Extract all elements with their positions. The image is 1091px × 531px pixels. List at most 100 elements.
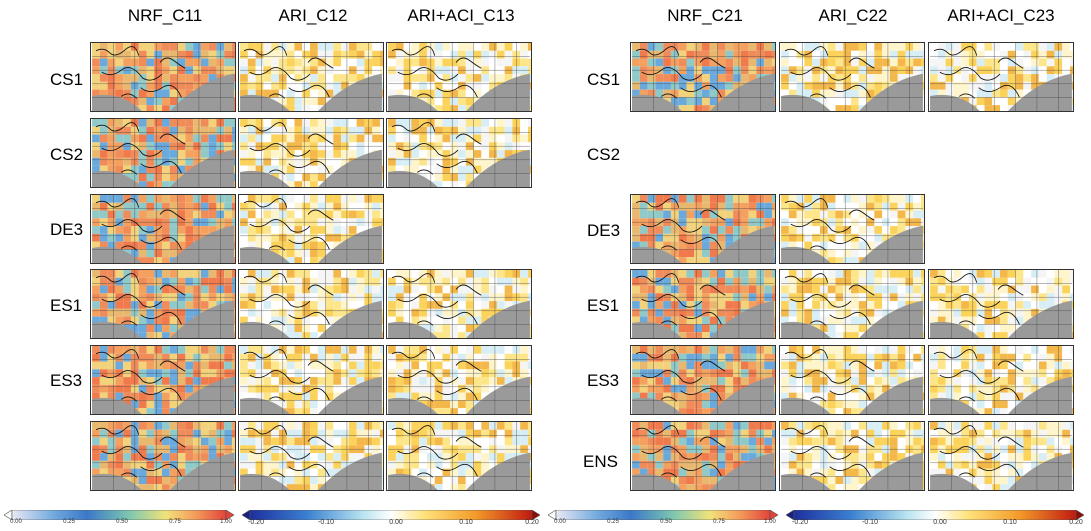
tick-label: 0.25 xyxy=(607,519,619,525)
map-panel-left-1 xyxy=(238,42,384,112)
tick-label: -0.20 xyxy=(248,519,264,526)
tick-label: 0.00 xyxy=(933,519,947,526)
map-image xyxy=(388,422,531,490)
map-panel-left-15 xyxy=(238,421,384,491)
map-panel-left-13 xyxy=(386,345,532,415)
map-image xyxy=(781,43,924,111)
map-panel-left-10 xyxy=(386,269,532,339)
map-panel-left-3 xyxy=(90,118,236,188)
map-image xyxy=(930,270,1073,338)
tick-label: 1.00 xyxy=(220,519,232,525)
map-panel-left-5 xyxy=(386,118,532,188)
map-panel-right-3 xyxy=(630,194,776,264)
map-image xyxy=(240,422,383,490)
map-image xyxy=(92,270,235,338)
map-panel-left-8 xyxy=(90,269,236,339)
colorbar-nrf-right xyxy=(547,507,779,521)
header-ari-c22: ARI_C22 xyxy=(818,6,888,25)
map-panel-left-14 xyxy=(90,421,236,491)
map-panel-left-16 xyxy=(386,421,532,491)
row-label-cs1-right: CS1 xyxy=(587,70,621,89)
row-label-de3-right: DE3 xyxy=(587,221,621,240)
tick-label: 1.00 xyxy=(764,519,776,525)
map-image xyxy=(388,43,531,111)
map-image xyxy=(930,43,1073,111)
tick-label: 0.20 xyxy=(525,519,539,526)
row-label-ens-right: ENS xyxy=(583,452,618,471)
map-panel-right-0 xyxy=(630,42,776,112)
map-image xyxy=(92,346,235,414)
map-image xyxy=(930,422,1073,490)
map-panel-left-11 xyxy=(90,345,236,415)
map-image xyxy=(92,43,235,111)
header-nrf-c21: NRF_C21 xyxy=(667,6,743,25)
tick-label: 0.50 xyxy=(116,519,128,525)
map-image xyxy=(240,270,383,338)
row-label-es3-left: ES3 xyxy=(50,371,83,390)
map-image xyxy=(240,195,383,263)
tick-label: 0.75 xyxy=(169,519,181,525)
map-image xyxy=(632,43,775,111)
map-image xyxy=(240,346,383,414)
header-ari-c12: ARI_C12 xyxy=(278,6,348,25)
map-image xyxy=(388,270,531,338)
map-panel-right-6 xyxy=(779,269,925,339)
map-panel-right-4 xyxy=(779,194,925,264)
map-image xyxy=(92,422,235,490)
tick-label: -0.10 xyxy=(862,519,878,526)
map-image xyxy=(632,422,775,490)
map-image xyxy=(632,346,775,414)
header-ari-aci-c13: ARI+ACI_C13 xyxy=(407,6,515,25)
map-image xyxy=(781,195,924,263)
tick-label: 0.50 xyxy=(660,519,672,525)
row-label-es3-right: ES3 xyxy=(587,371,620,390)
row-label-es1-right: ES1 xyxy=(587,296,620,315)
map-panel-right-12 xyxy=(779,421,925,491)
row-label-cs1-left: CS1 xyxy=(50,70,84,89)
map-panel-right-13 xyxy=(928,421,1074,491)
tick-label: -0.20 xyxy=(792,519,808,526)
map-panel-left-0 xyxy=(90,42,236,112)
map-panel-left-12 xyxy=(238,345,384,415)
map-panel-right-1 xyxy=(779,42,925,112)
map-panel-right-9 xyxy=(779,345,925,415)
colorbar-nrf-left xyxy=(3,507,235,521)
tick-label: 0.10 xyxy=(1003,519,1017,526)
map-panel-right-2 xyxy=(928,42,1074,112)
row-label-de3-left: DE3 xyxy=(50,220,84,239)
map-image xyxy=(632,270,775,338)
tick-label: 0.00 xyxy=(554,519,566,525)
map-panel-left-7 xyxy=(238,194,384,264)
tick-label: -0.10 xyxy=(318,519,334,526)
map-image xyxy=(781,346,924,414)
map-panel-left-9 xyxy=(238,269,384,339)
map-panel-left-2 xyxy=(386,42,532,112)
tick-label: 0.00 xyxy=(389,519,403,526)
tick-label: 0.00 xyxy=(10,519,22,525)
row-label-cs2-left: CS2 xyxy=(50,145,84,164)
map-image xyxy=(240,43,383,111)
map-image xyxy=(92,195,235,263)
row-label-cs2-right: CS2 xyxy=(587,145,621,164)
tick-label: 0.25 xyxy=(63,519,75,525)
map-image xyxy=(240,119,383,187)
map-panel-left-4 xyxy=(238,118,384,188)
map-image xyxy=(388,119,531,187)
row-label-es1-left: ES1 xyxy=(50,296,83,315)
map-panel-left-6 xyxy=(90,194,236,264)
map-panel-right-10 xyxy=(928,345,1074,415)
map-panel-right-11 xyxy=(630,421,776,491)
header-ari-aci-c23: ARI+ACI_C23 xyxy=(947,6,1055,25)
tick-label: 0.75 xyxy=(713,519,725,525)
map-panel-right-8 xyxy=(630,345,776,415)
map-image xyxy=(632,195,775,263)
map-image xyxy=(930,346,1073,414)
header-nrf-c11: NRF_C11 xyxy=(127,6,203,25)
map-panel-right-7 xyxy=(928,269,1074,339)
tick-label: 0.20 xyxy=(1069,519,1083,526)
map-image xyxy=(781,270,924,338)
map-image xyxy=(92,119,235,187)
map-panel-right-5 xyxy=(630,269,776,339)
map-image xyxy=(388,346,531,414)
colorbar-diff-right xyxy=(785,507,1085,521)
